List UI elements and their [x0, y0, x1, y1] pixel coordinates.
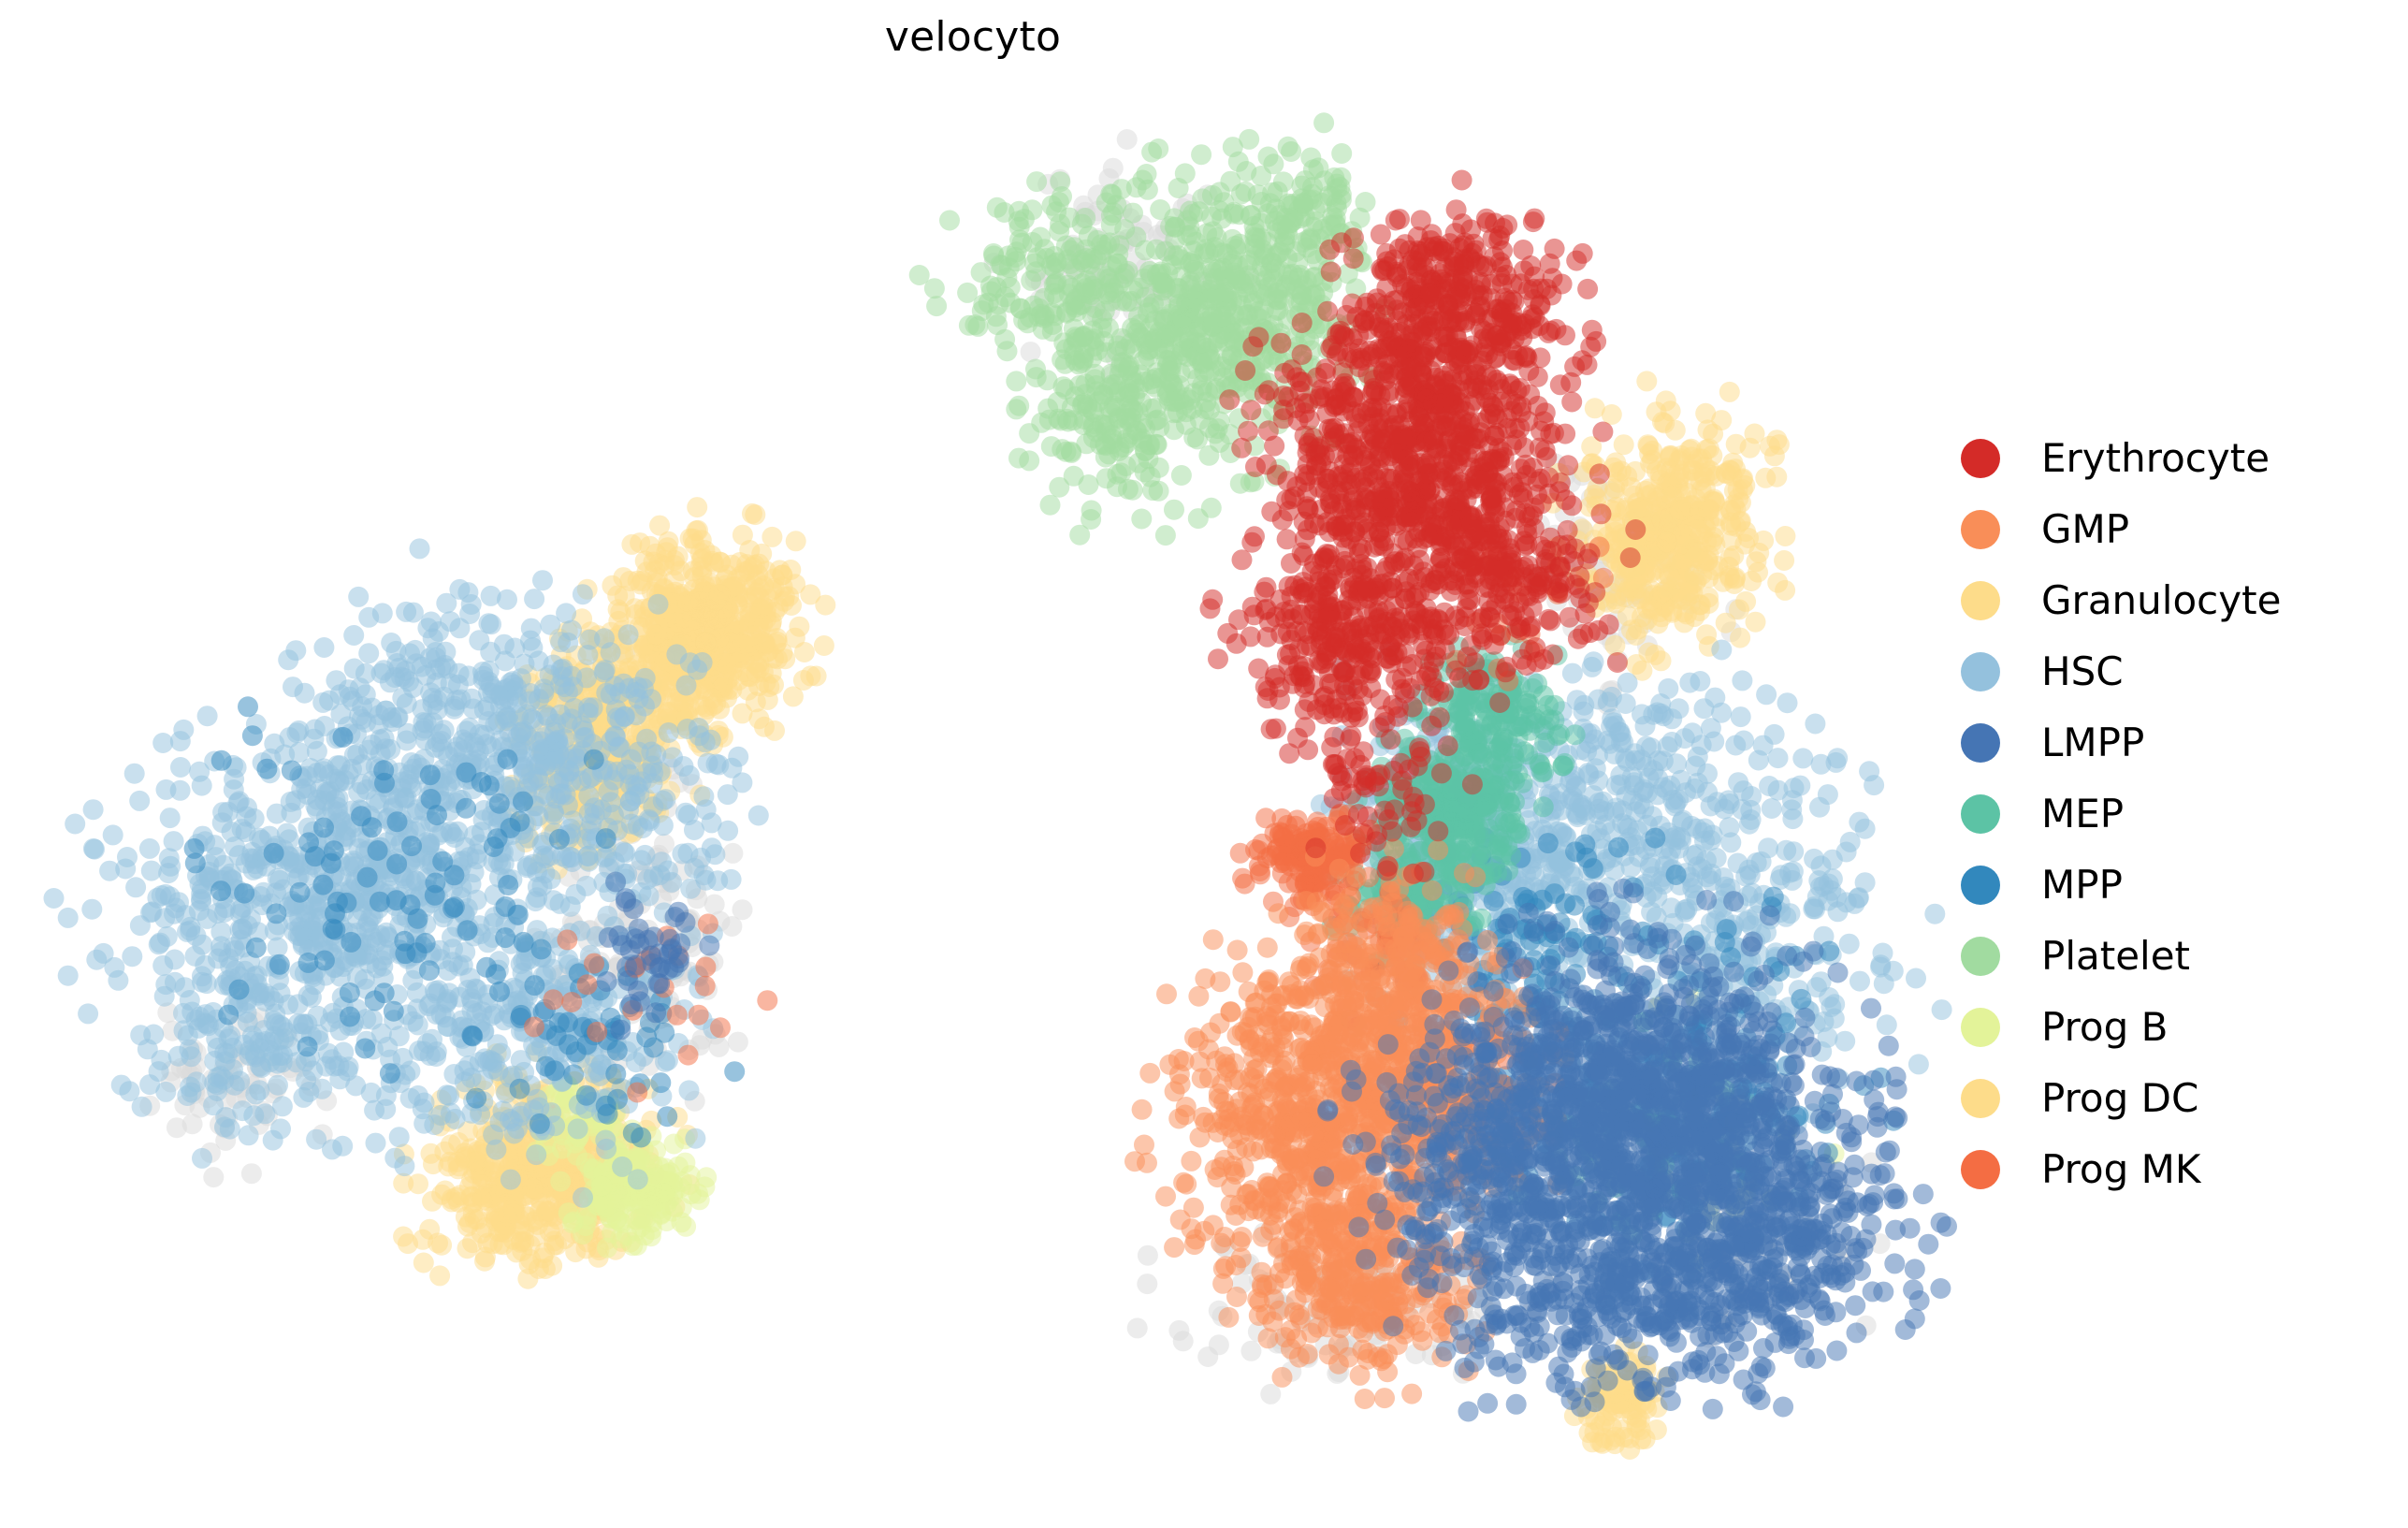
legend-item-prog-mk[interactable]: Prog MK: [1961, 1134, 2372, 1205]
legend-dot-icon: [1961, 794, 2000, 834]
legend-item-label: Erythrocyte: [2041, 435, 2270, 481]
legend-item-mep[interactable]: MEP: [1961, 779, 2372, 850]
legend-item-label: GMP: [2041, 506, 2130, 552]
legend-item-label: Granulocyte: [2041, 577, 2282, 623]
legend-item-label: MPP: [2041, 862, 2123, 908]
legend-dot-icon: [1961, 1150, 2000, 1189]
legend: Erythrocyte GMP Granulocyte HSC LMPP MEP MPP Pl…: [1961, 423, 2372, 1205]
legend-item-prog-b[interactable]: Prog B: [1961, 992, 2372, 1063]
legend-dot-icon: [1961, 937, 2000, 976]
legend-item-label: Prog B: [2041, 1004, 2169, 1050]
scatter-series-platelet: [908, 112, 1395, 546]
legend-item-label: HSC: [2041, 648, 2124, 694]
legend-item-platelet[interactable]: Platelet: [1961, 921, 2372, 992]
legend-dot-icon: [1961, 866, 2000, 905]
legend-dot-icon: [1961, 510, 2000, 549]
legend-item-granulocyte[interactable]: Granulocyte: [1961, 565, 2372, 636]
legend-dot-icon: [1961, 652, 2000, 691]
legend-item-prog-dc[interactable]: Prog DC: [1961, 1063, 2372, 1134]
legend-item-label: Prog MK: [2041, 1146, 2201, 1192]
legend-item-label: MEP: [2041, 791, 2125, 837]
legend-item-erythrocyte[interactable]: Erythrocyte: [1961, 423, 2372, 494]
scatter-series-erythrocyte: [1199, 169, 1646, 884]
legend-item-label: Platelet: [2041, 933, 2191, 979]
legend-dot-icon: [1961, 439, 2000, 478]
legend-item-label: Prog DC: [2041, 1075, 2199, 1121]
legend-item-hsc[interactable]: HSC: [1961, 636, 2372, 707]
legend-dot-icon: [1961, 1079, 2000, 1118]
legend-dot-icon: [1961, 1008, 2000, 1047]
legend-item-label: LMPP: [2041, 720, 2145, 765]
legend-dot-icon: [1961, 581, 2000, 620]
page-title: velocyto: [884, 13, 1062, 61]
legend-item-lmpp[interactable]: LMPP: [1961, 707, 2372, 779]
legend-dot-icon: [1961, 723, 2000, 763]
scatter-series-lmpp: [596, 871, 1957, 1422]
legend-item-mpp[interactable]: MPP: [1961, 850, 2372, 921]
legend-item-gmp[interactable]: GMP: [1961, 494, 2372, 565]
